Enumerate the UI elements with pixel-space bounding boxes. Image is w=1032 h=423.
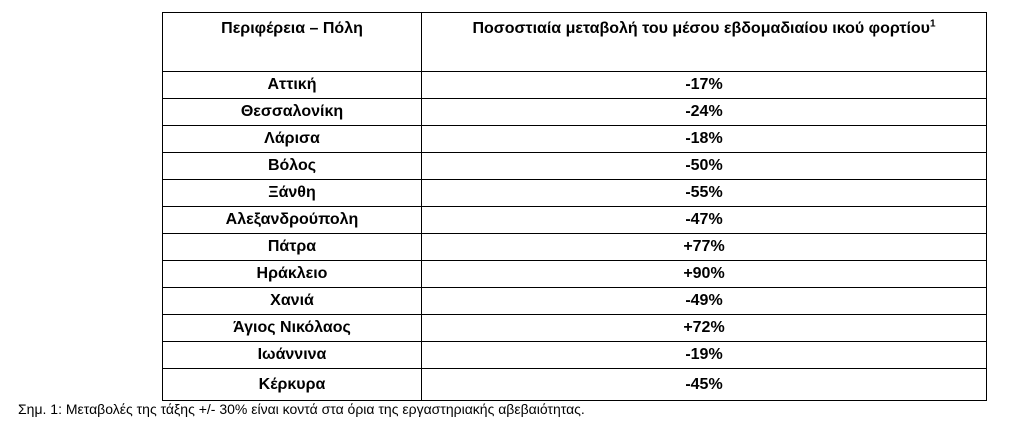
table-row: Πάτρα +77% [162,233,987,261]
region-cell: Πάτρα [162,233,422,261]
region-cell: Ιωάννινα [162,341,422,369]
table-row: Βόλος -50% [162,152,987,180]
table-row: Θεσσαλονίκη -24% [162,98,987,126]
footnote-ref: 1 [930,18,936,30]
region-cell: Ηράκλειο [162,260,422,288]
change-cell: -18% [421,125,987,153]
table-row: Άγιος Νικόλαος +72% [162,314,987,342]
region-cell: Βόλος [162,152,422,180]
change-cell: -24% [421,98,987,126]
table-row: Ξάνθη -55% [162,179,987,207]
header-row: Περιφέρεια – Πόλη Ποσοστιαία μεταβολή το… [162,12,987,72]
region-cell: Αλεξανδρούπολη [162,206,422,234]
region-cell: Άγιος Νικόλαος [162,314,422,342]
header-cell: Ποσοστιαία μεταβολή του μέσου εβδομαδιαί… [421,12,987,72]
table-row: Αλεξανδρούπολη -47% [162,206,987,234]
region-cell: Χανιά [162,287,422,315]
change-cell: -45% [421,368,987,401]
change-cell: -47% [421,206,987,234]
change-cell: -50% [421,152,987,180]
change-cell: -17% [421,71,987,99]
change-cell: +72% [421,314,987,342]
data-table: Περιφέρεια – Πόλη Ποσοστιαία μεταβολή το… [162,12,987,401]
region-cell: Αττική [162,71,422,99]
region-cell: Λάρισα [162,125,422,153]
footnote: Σημ. 1: Μεταβολές της τάξης +/- 30% είνα… [18,401,585,417]
header-cell: Περιφέρεια – Πόλη [162,12,422,72]
table-row: Κέρκυρα -45% [162,368,987,401]
table-row: Χανιά -49% [162,287,987,315]
change-cell: +90% [421,260,987,288]
change-cell: +77% [421,233,987,261]
region-cell: Θεσσαλονίκη [162,98,422,126]
change-cell: -49% [421,287,987,315]
change-cell: -19% [421,341,987,369]
header-text: Ποσοστιαία μεταβολή του μέσου εβδομαδιαί… [472,20,930,37]
region-cell: Ξάνθη [162,179,422,207]
table-row: Αττική -17% [162,71,987,99]
table-row: Ιωάννινα -19% [162,341,987,369]
region-cell: Κέρκυρα [162,368,422,401]
table-row: Ηράκλειο +90% [162,260,987,288]
change-cell: -55% [421,179,987,207]
table-row: Λάρισα -18% [162,125,987,153]
